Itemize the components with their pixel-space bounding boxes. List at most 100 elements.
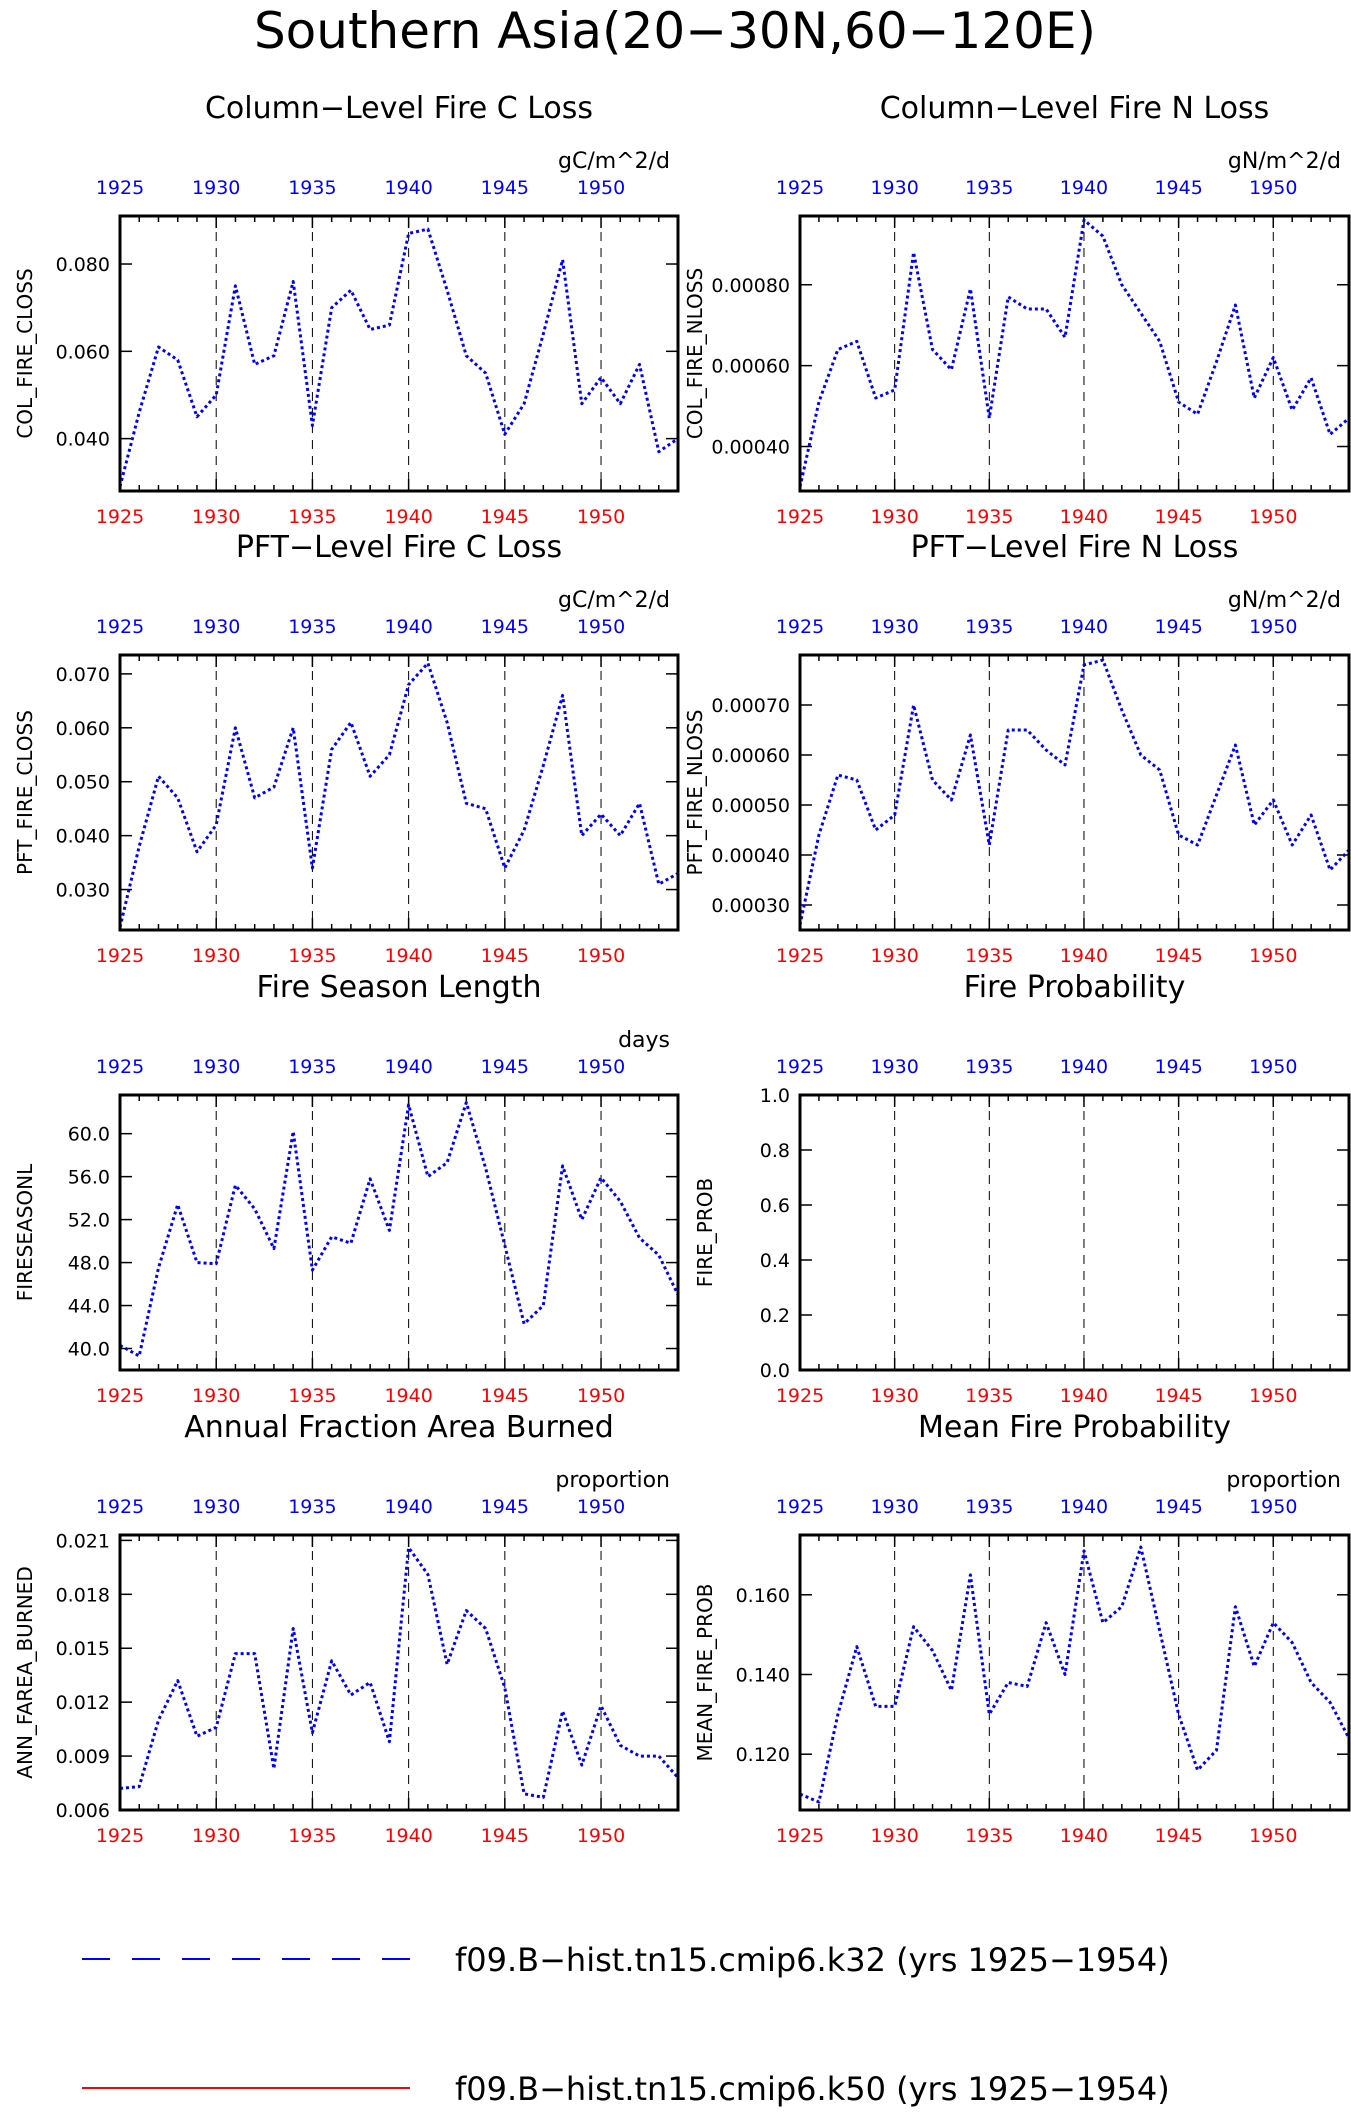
x-tick-label-bottom: 1945 xyxy=(1154,945,1202,967)
y-tick-label: 0.006 xyxy=(56,1800,110,1822)
panel-title: Fire Season Length xyxy=(257,970,542,1005)
x-tick-label-top: 1945 xyxy=(1154,1056,1202,1078)
x-tick-label-top: 1930 xyxy=(192,1056,240,1078)
series-line xyxy=(118,227,679,487)
x-tick-label-top: 1925 xyxy=(776,177,824,199)
x-tick-label-top: 1925 xyxy=(776,1056,824,1078)
y-tick-label: 0.00050 xyxy=(711,795,790,817)
panel-2: Column−Level Fire N Loss gN/m^2/d 1925 1925… xyxy=(683,91,1351,528)
y-tick-label: 0.040 xyxy=(56,826,110,848)
plot-frame xyxy=(118,1093,680,1372)
series-line xyxy=(799,1545,1351,1804)
plot-frame xyxy=(118,653,680,932)
x-tick-label-top: 1925 xyxy=(96,1056,144,1078)
y-tick-label: 0.00080 xyxy=(711,275,790,297)
y-tick-label: 0.018 xyxy=(56,1584,110,1606)
x-tick-label-top: 1940 xyxy=(1060,616,1108,638)
plot-frame xyxy=(798,1533,1351,1812)
x-tick-label-top: 1925 xyxy=(96,1496,144,1518)
x-tick-label-bottom: 1930 xyxy=(192,506,240,528)
panel-title: Annual Fraction Area Burned xyxy=(184,1410,614,1445)
plot-frame xyxy=(798,1093,1351,1372)
x-tick-label-bottom: 1935 xyxy=(965,945,1013,967)
x-tick-label-top: 1940 xyxy=(384,1056,432,1078)
x-tick-label-bottom: 1925 xyxy=(776,1825,824,1847)
x-tick-label-top: 1935 xyxy=(965,1056,1013,1078)
x-tick-label-bottom: 1925 xyxy=(96,945,144,967)
x-tick-label-bottom: 1940 xyxy=(384,506,432,528)
panel-8: Mean Fire Probability proportion 1925 1925 1… xyxy=(693,1410,1351,1847)
x-tick-label-bottom: 1930 xyxy=(192,945,240,967)
y-tick-label: 0.140 xyxy=(736,1664,790,1686)
x-tick-label-bottom: 1935 xyxy=(965,506,1013,528)
y-axis-label: ANN_FAREA_BURNED xyxy=(13,1566,37,1778)
x-tick-label-bottom: 1930 xyxy=(192,1825,240,1847)
panel-7: Annual Fraction Area Burned proportion 192… xyxy=(13,1410,680,1847)
x-tick-label-top: 1945 xyxy=(481,616,529,638)
units-label: gN/m^2/d xyxy=(1228,588,1341,613)
units-label: gC/m^2/d xyxy=(558,588,670,613)
x-tick-label-top: 1945 xyxy=(1154,616,1202,638)
y-tick-label: 0.00040 xyxy=(711,437,790,459)
y-tick-label: 0.160 xyxy=(736,1585,790,1607)
series-line xyxy=(798,218,1350,488)
legend-label-k32: f09.B−hist.tn15.cmip6.k32 (yrs 1925−1954… xyxy=(455,1941,1170,1979)
y-axis-label: COL_FIRE_CLOSS xyxy=(13,268,37,438)
y-tick-label: 0.030 xyxy=(56,880,110,902)
x-tick-label-bottom: 1950 xyxy=(1249,1385,1297,1407)
x-tick-label-bottom: 1935 xyxy=(288,1385,336,1407)
y-tick-label: 0.080 xyxy=(56,254,110,276)
x-tick-label-bottom: 1930 xyxy=(870,1385,918,1407)
x-tick-label-top: 1940 xyxy=(1060,1056,1108,1078)
plot-frame xyxy=(798,653,1351,932)
x-tick-label-top: 1940 xyxy=(384,177,432,199)
y-tick-label: 0.050 xyxy=(56,772,110,794)
units-label: proportion xyxy=(555,1468,670,1493)
x-tick-label-top: 1930 xyxy=(870,1496,918,1518)
panel-5: Fire Season Length days 1925 1925 1930 1930 19… xyxy=(13,970,680,1407)
x-tick-label-top: 1950 xyxy=(577,1056,625,1078)
x-tick-label-top: 1935 xyxy=(288,1496,336,1518)
x-tick-label-top: 1950 xyxy=(577,616,625,638)
panel-title: Fire Probability xyxy=(964,970,1186,1005)
x-tick-label-bottom: 1950 xyxy=(1249,506,1297,528)
plot-frame xyxy=(118,214,680,493)
y-tick-label: 56.0 xyxy=(68,1167,110,1189)
y-tick-label: 0.00060 xyxy=(711,356,790,378)
panel-3: PFT−Level Fire C Loss gC/m^2/d 1925 1925 193… xyxy=(13,530,680,967)
x-tick-label-bottom: 1925 xyxy=(96,506,144,528)
y-tick-label: 0.120 xyxy=(736,1744,790,1766)
y-tick-label: 0.2 xyxy=(760,1305,790,1327)
series-line xyxy=(118,661,679,928)
x-tick-label-bottom: 1940 xyxy=(384,1825,432,1847)
x-tick-label-bottom: 1940 xyxy=(1060,1825,1108,1847)
panel-4: PFT−Level Fire N Loss gN/m^2/d 1925 1925 193… xyxy=(683,530,1351,967)
x-tick-label-top: 1940 xyxy=(384,616,432,638)
plot-frame xyxy=(798,214,1351,493)
y-axis-label: FIRESEASONL xyxy=(13,1163,37,1301)
x-tick-label-bottom: 1945 xyxy=(1154,1385,1202,1407)
x-tick-label-top: 1935 xyxy=(288,1056,336,1078)
x-tick-label-bottom: 1935 xyxy=(965,1825,1013,1847)
x-tick-label-bottom: 1950 xyxy=(577,945,625,967)
x-tick-label-bottom: 1940 xyxy=(1060,1385,1108,1407)
panel-title: PFT−Level Fire N Loss xyxy=(911,530,1239,565)
units-label: days xyxy=(618,1028,670,1053)
y-tick-label: 0.4 xyxy=(760,1250,790,1272)
y-tick-label: 1.0 xyxy=(760,1085,790,1107)
y-tick-label: 0.0 xyxy=(760,1360,790,1382)
x-tick-label-top: 1940 xyxy=(1060,177,1108,199)
series-line xyxy=(119,1546,680,1799)
y-tick-label: 48.0 xyxy=(68,1253,110,1275)
y-tick-label: 52.0 xyxy=(68,1210,110,1232)
x-tick-label-top: 1950 xyxy=(577,177,625,199)
plot-frame xyxy=(118,1533,680,1812)
x-tick-label-bottom: 1935 xyxy=(288,945,336,967)
x-tick-label-bottom: 1950 xyxy=(577,506,625,528)
x-tick-label-bottom: 1940 xyxy=(384,945,432,967)
x-tick-label-top: 1950 xyxy=(1249,177,1297,199)
y-tick-label: 0.009 xyxy=(56,1746,110,1768)
x-tick-label-bottom: 1950 xyxy=(1249,1825,1297,1847)
y-tick-label: 0.070 xyxy=(56,664,110,686)
y-tick-label: 40.0 xyxy=(68,1339,110,1361)
